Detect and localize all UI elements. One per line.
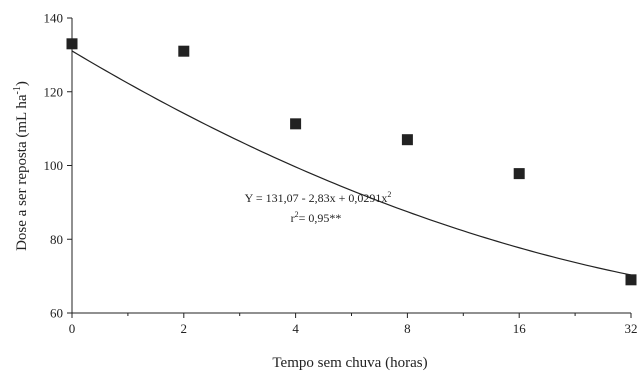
x-tick-label: 4 bbox=[292, 321, 299, 336]
x-tick-label: 0 bbox=[69, 321, 76, 336]
x-tick-label: 8 bbox=[404, 321, 411, 336]
x-tick-label: 16 bbox=[513, 321, 527, 336]
y-tick-label: 120 bbox=[44, 84, 64, 99]
x-tick-label: 2 bbox=[181, 321, 188, 336]
y-tick-label: 100 bbox=[44, 158, 64, 173]
x-tick-label: 32 bbox=[625, 321, 637, 336]
data-point bbox=[401, 134, 413, 146]
y-axis-title: Dose a ser reposta (mL ha-1) bbox=[12, 81, 30, 251]
x-axis-ticks: 0 2 4 8 16 32 bbox=[69, 313, 637, 336]
data-point bbox=[290, 118, 302, 130]
y-tick-label: 140 bbox=[44, 11, 64, 26]
r-squared-label: r2= 0,95** bbox=[291, 210, 342, 225]
y-axis-ticks: 60 80 100 120 140 bbox=[44, 11, 72, 321]
y-tick-label: 60 bbox=[50, 306, 63, 321]
y-tick-label: 80 bbox=[50, 232, 63, 247]
data-point bbox=[513, 168, 525, 180]
trendline bbox=[71, 50, 632, 276]
data-point bbox=[66, 38, 78, 50]
data-points bbox=[66, 38, 637, 286]
equation-label: Y = 131,07 - 2,83x + 0,0291x2 bbox=[245, 190, 392, 205]
x-axis-title: Tempo sem chuva (horas) bbox=[272, 355, 427, 371]
data-point bbox=[178, 45, 190, 57]
chart-axes bbox=[71, 18, 631, 314]
data-point bbox=[625, 274, 637, 286]
